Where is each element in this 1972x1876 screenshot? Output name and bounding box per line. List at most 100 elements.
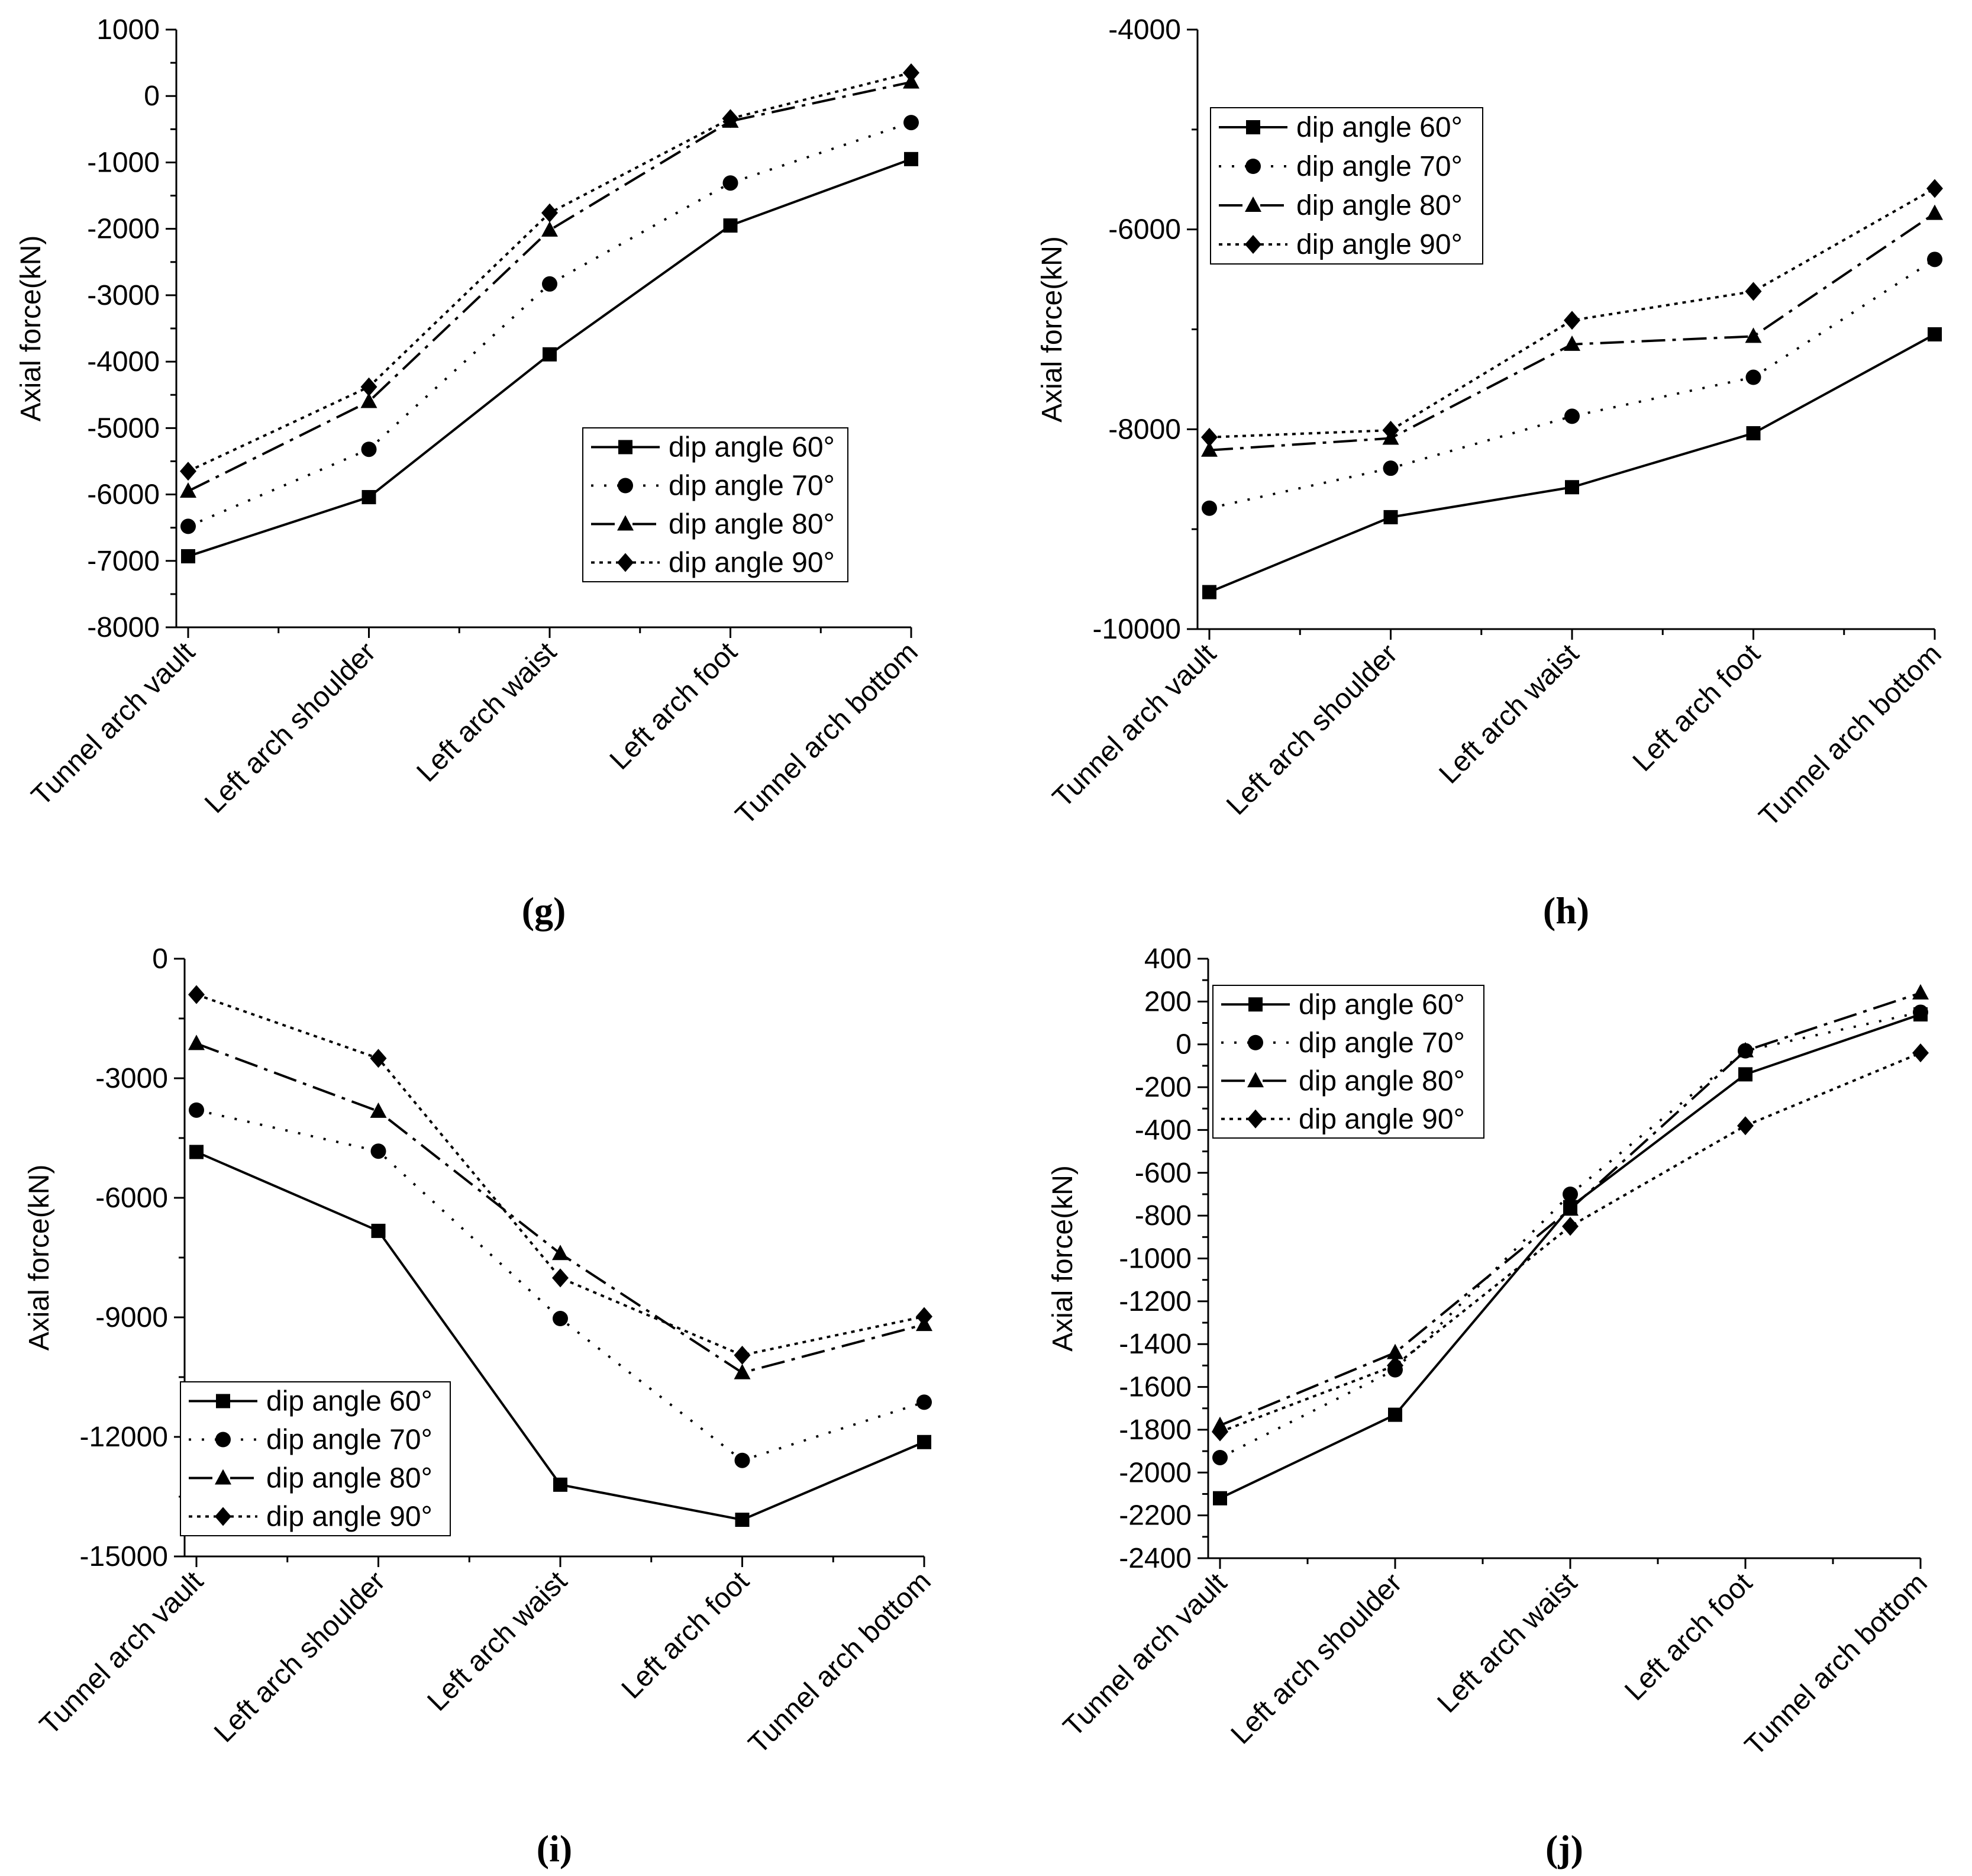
series-line [188, 121, 912, 528]
y-axis-title: Axial force(kN) [1037, 236, 1068, 423]
data-point [1562, 1217, 1579, 1236]
data-point [1738, 1067, 1752, 1082]
data-point [1912, 1043, 1929, 1063]
chart-caption: (h) [1543, 889, 1589, 931]
legend-marker [618, 478, 633, 494]
y-tick-label: -1000 [1119, 1243, 1192, 1275]
chart-panel-g: -8000 -7000 -6000 -5000 -4000 -3000 -2000 -1000… [0, 0, 986, 938]
data-point [189, 1102, 204, 1118]
data-point [1383, 510, 1398, 524]
data-point [1564, 311, 1580, 330]
caption-open-paren: ( [1543, 889, 1555, 931]
data-point [1912, 984, 1929, 1000]
data-point [552, 1245, 569, 1261]
data-point [180, 518, 196, 534]
y-tick-label: -2000 [1119, 1457, 1192, 1488]
data-point [188, 985, 205, 1004]
data-point [903, 63, 919, 82]
x-category-label: Left arch shoulder [199, 636, 382, 819]
data-point [1387, 1343, 1403, 1359]
y-tick-label: -8000 [87, 612, 160, 643]
x-category-label: Left arch waist [1431, 1567, 1583, 1719]
legend-marker [1247, 1072, 1264, 1088]
data-point [1383, 460, 1399, 476]
data-point [361, 441, 377, 457]
data-point [1382, 421, 1399, 440]
series-1 [1202, 327, 1942, 599]
chart-caption: (g) [522, 889, 566, 931]
data-point [552, 1268, 569, 1288]
legend-label: dip angle 80° [669, 509, 835, 540]
legend-marker [1245, 159, 1261, 174]
legend-marker [1247, 1109, 1264, 1129]
series-3 [188, 1034, 932, 1379]
series-line [188, 72, 912, 473]
data-point [180, 482, 196, 498]
data-point [722, 175, 738, 191]
x-category-label: Left arch foot [1619, 1567, 1758, 1707]
y-axis-title: Axial force(kN) [15, 236, 47, 422]
series-line [1209, 187, 1935, 439]
series-1 [181, 152, 918, 563]
caption-open-paren: ( [1545, 1827, 1558, 1869]
legend-label: dip angle 70° [1296, 151, 1463, 182]
data-point [181, 549, 195, 563]
series-2 [1202, 252, 1942, 516]
caption-letter: h [1555, 889, 1577, 931]
y-tick-label: -2200 [1119, 1500, 1192, 1532]
y-tick-label: -1400 [1119, 1329, 1192, 1360]
legend-marker [618, 440, 632, 455]
series-2 [189, 1102, 932, 1468]
legend-marker [1248, 1034, 1263, 1050]
x-category-label: Left arch shoulder [1221, 638, 1403, 821]
series-line [1219, 1052, 1921, 1433]
y-tick-label: -1200 [1119, 1286, 1192, 1317]
legend-marker [617, 553, 634, 572]
data-point [916, 1394, 932, 1410]
y-tick-label: -15000 [80, 1541, 168, 1572]
legend-marker [1245, 235, 1261, 254]
data-point [1212, 1422, 1228, 1442]
series-line [1209, 258, 1936, 510]
y-tick-label: -3000 [87, 280, 160, 311]
data-point [180, 462, 196, 481]
series-line [1209, 333, 1935, 594]
data-point [360, 377, 377, 397]
data-point [1387, 1356, 1403, 1375]
data-point [370, 1102, 387, 1118]
legend-label: dip angle 60° [266, 1386, 433, 1417]
y-tick-label: -7000 [87, 546, 160, 577]
data-point [1212, 1449, 1228, 1465]
x-category-label: Left arch shoulder [1225, 1567, 1408, 1750]
legend-label: dip angle 90° [669, 547, 835, 579]
chart-caption: (i) [537, 1827, 572, 1869]
y-tick-label: -600 [1135, 1158, 1192, 1189]
y-tick-label: -5000 [87, 412, 160, 444]
y-axis-title: Axial force(kN) [1047, 1165, 1079, 1352]
data-point [723, 218, 738, 233]
data-point [1201, 441, 1218, 457]
x-category-label: Tunnel arch bottom [730, 636, 924, 831]
y-tick-label: -4000 [87, 346, 160, 378]
legend: dip angle 60° dip angle 70° dip angle 80° d… [1212, 985, 1484, 1139]
y-tick-label: -6000 [1108, 214, 1181, 246]
y-tick-label: 1000 [96, 14, 160, 46]
y-tick-label: -9000 [95, 1302, 168, 1333]
data-point [360, 392, 377, 408]
legend-label: dip angle 90° [1299, 1104, 1465, 1135]
legend-marker [617, 515, 634, 531]
series-4 [188, 985, 932, 1365]
caption-close-paren: ) [553, 889, 566, 931]
data-point [541, 203, 558, 223]
data-point [1563, 1186, 1578, 1202]
legend: dip angle 60° dip angle 70° dip angle 80° d… [180, 1381, 451, 1536]
series-4 [180, 63, 919, 481]
data-point [734, 1364, 751, 1379]
legend-label: dip angle 60° [669, 432, 835, 463]
data-point [370, 1049, 387, 1068]
legend-label: dip angle 80° [1299, 1065, 1465, 1097]
y-tick-label: -4000 [1108, 14, 1181, 46]
series-4 [1212, 1043, 1929, 1442]
data-point [1926, 179, 1943, 198]
legend-label: dip angle 80° [266, 1463, 433, 1494]
